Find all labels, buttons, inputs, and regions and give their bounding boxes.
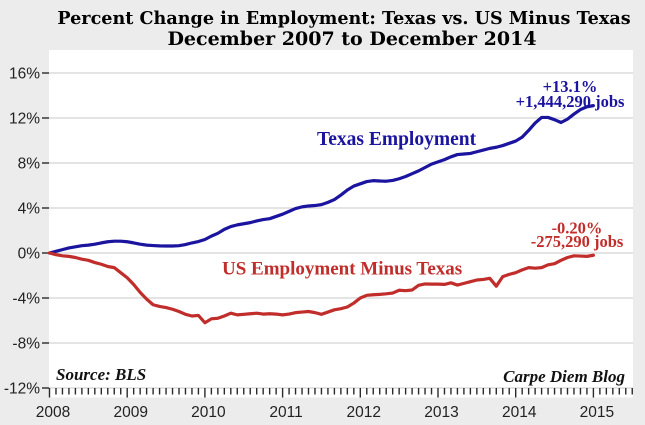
y-axis-label: 12%	[9, 111, 40, 128]
y-axis-label: -12%	[4, 381, 40, 398]
y-axis-labels: 16% 12% 8% 4% 0% -4% -8% -12%	[4, 66, 40, 398]
us-annotation-pct: -0.20%	[552, 219, 603, 238]
x-axis-label: 2012	[347, 404, 381, 421]
x-axis-label: 2009	[113, 404, 147, 421]
series-line-us	[47, 251, 596, 325]
axis-ticks	[42, 72, 633, 398]
y-axis-label: 8%	[18, 156, 41, 173]
chart-subtitle: December 2007 to December 2014	[167, 28, 536, 50]
credit-note: Carpe Diem Blog	[503, 367, 625, 386]
texas-annotation-pct: +13.1%	[543, 77, 598, 96]
plot-area	[49, 50, 633, 398]
series-lines	[47, 104, 596, 325]
x-axis-label: 2015	[580, 404, 614, 421]
x-axis-label: 2013	[424, 404, 458, 421]
source-note: Source: BLS	[56, 365, 146, 384]
x-axis-label: 2014	[502, 404, 537, 421]
y-axis-label: 16%	[9, 66, 40, 83]
x-axis-label: 2011	[269, 404, 302, 421]
texas-annotation-jobs: +1,444,290 jobs	[516, 92, 625, 111]
series-label-texas: Texas Employment	[317, 129, 477, 150]
x-axis-label: 2008	[36, 404, 70, 421]
x-axis-label: 2010	[191, 404, 226, 421]
x-axis-labels: 2008 2009 2010 2011 2012 2013 2014 2015	[36, 404, 614, 421]
y-axis-label: 4%	[18, 201, 41, 218]
series-line-texas	[47, 104, 596, 255]
us-annotation-jobs: -275,290 jobs	[531, 232, 624, 251]
chart-title: Percent Change in Employment: Texas vs. …	[57, 8, 630, 29]
y-axis-label: -4%	[12, 291, 40, 308]
y-axis-label: 0%	[18, 246, 41, 263]
series-label-us: US Employment Minus Texas	[222, 259, 462, 280]
y-axis-label: -8%	[12, 336, 40, 353]
